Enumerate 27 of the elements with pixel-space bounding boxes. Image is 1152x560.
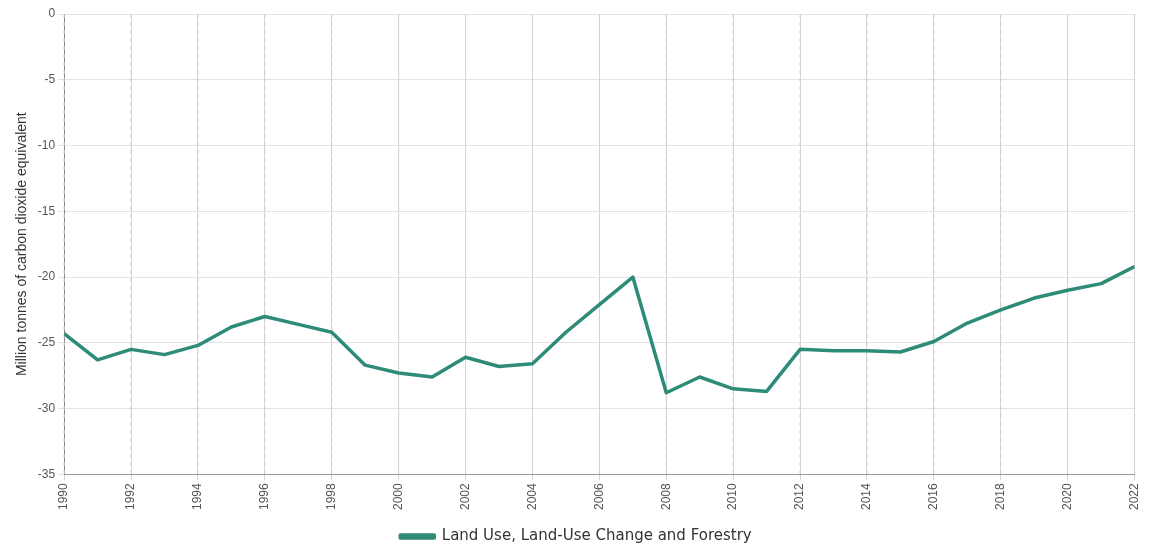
y-tick-label: 0 xyxy=(48,6,56,21)
y-tick-label: -25 xyxy=(37,335,56,350)
x-tick-label: 1990 xyxy=(56,482,71,511)
y-tick-label: -35 xyxy=(37,466,56,481)
x-tick-label: 1998 xyxy=(324,482,339,511)
y-tick-label: -5 xyxy=(44,72,56,87)
x-tick-label: 2004 xyxy=(524,482,539,511)
x-tick-label: 2012 xyxy=(792,482,807,511)
y-tick-label: -20 xyxy=(37,269,56,284)
x-tick-label: 2014 xyxy=(859,482,874,511)
x-tick-label: 1992 xyxy=(123,482,138,511)
y-tick-label: -10 xyxy=(37,137,56,152)
x-tick-label: 2016 xyxy=(926,482,941,511)
x-tick-label: 2010 xyxy=(725,482,740,511)
x-tick-label: 2002 xyxy=(457,482,472,511)
y-tick-label: -15 xyxy=(37,203,56,218)
x-tick-label: 2000 xyxy=(390,482,405,511)
y-axis-title: Million tonnes of carbon dioxide equivalent xyxy=(13,112,30,377)
x-tick-label: 1994 xyxy=(190,482,205,511)
x-tick-label: 2022 xyxy=(1126,482,1141,511)
x-tick-label: 2020 xyxy=(1060,482,1075,511)
legend-label: Land Use, Land-Use Change and Forestry xyxy=(441,526,752,545)
y-tick-label: -30 xyxy=(37,400,56,415)
x-tick-label: 2018 xyxy=(993,482,1008,511)
x-tick-label: 2006 xyxy=(591,482,606,511)
x-tick-label: 2008 xyxy=(658,482,673,511)
x-tick-label: 1996 xyxy=(257,482,272,511)
